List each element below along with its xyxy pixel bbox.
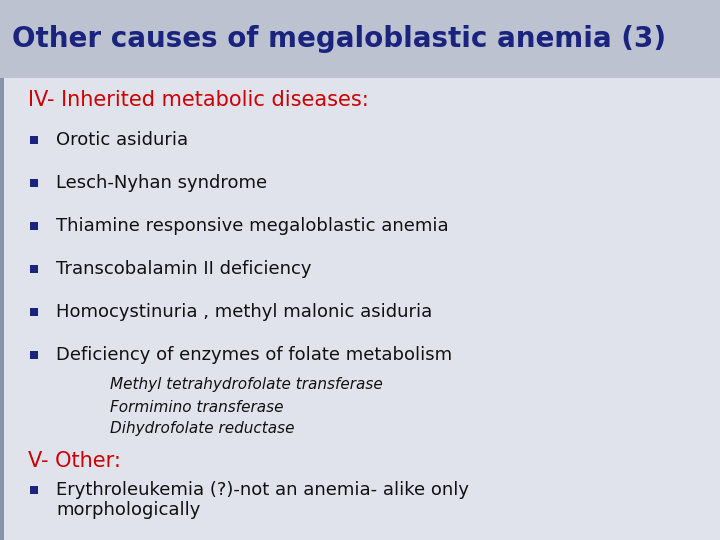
Text: Erythroleukemia (?)-not an anemia- alike only: Erythroleukemia (?)-not an anemia- alike…	[56, 481, 469, 499]
Text: Methyl tetrahydrofolate transferase: Methyl tetrahydrofolate transferase	[110, 377, 383, 393]
Text: morphologically: morphologically	[56, 501, 200, 519]
FancyBboxPatch shape	[0, 0, 720, 78]
FancyBboxPatch shape	[0, 78, 4, 540]
Text: Homocystinuria , methyl malonic asiduria: Homocystinuria , methyl malonic asiduria	[56, 303, 432, 321]
FancyBboxPatch shape	[30, 486, 38, 494]
Text: Deficiency of enzymes of folate metabolism: Deficiency of enzymes of folate metaboli…	[56, 346, 452, 364]
FancyBboxPatch shape	[0, 78, 720, 540]
Text: IV- Inherited metabolic diseases:: IV- Inherited metabolic diseases:	[28, 90, 369, 110]
Text: Thiamine responsive megaloblastic anemia: Thiamine responsive megaloblastic anemia	[56, 217, 449, 235]
Text: Dihydrofolate reductase: Dihydrofolate reductase	[110, 422, 294, 436]
Text: Orotic asiduria: Orotic asiduria	[56, 131, 188, 149]
FancyBboxPatch shape	[30, 179, 38, 187]
Text: Other causes of megaloblastic anemia (3): Other causes of megaloblastic anemia (3)	[12, 25, 666, 53]
FancyBboxPatch shape	[30, 351, 38, 359]
FancyBboxPatch shape	[30, 265, 38, 273]
Text: V- Other:: V- Other:	[28, 451, 121, 471]
FancyBboxPatch shape	[30, 136, 38, 144]
FancyBboxPatch shape	[30, 308, 38, 316]
Text: Transcobalamin II deficiency: Transcobalamin II deficiency	[56, 260, 312, 278]
Text: Formimino transferase: Formimino transferase	[110, 400, 284, 415]
FancyBboxPatch shape	[30, 222, 38, 230]
Text: Lesch-Nyhan syndrome: Lesch-Nyhan syndrome	[56, 174, 267, 192]
